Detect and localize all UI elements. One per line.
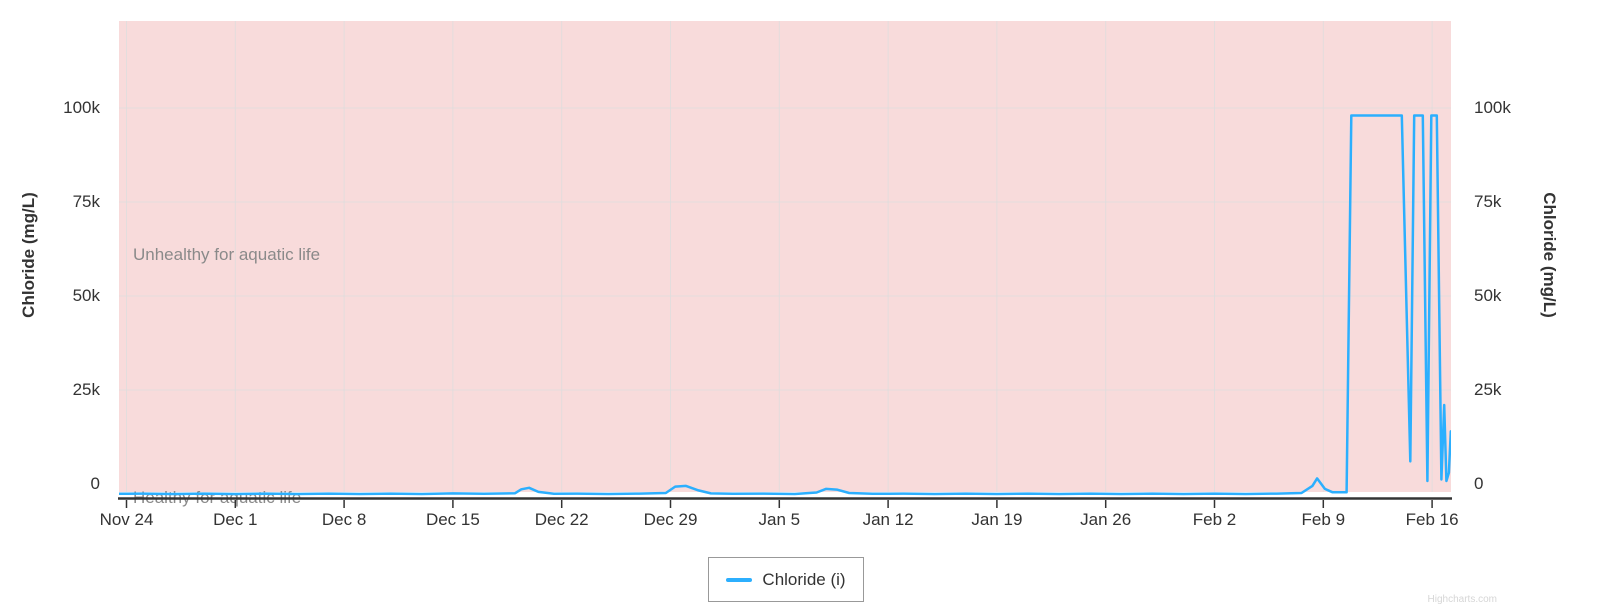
legend-item-chloride[interactable]: Chloride (i): [708, 557, 864, 602]
y-axis-label-left: 100k: [63, 98, 100, 117]
left-axis-title: Chloride (mg/L): [19, 192, 38, 318]
y-axis-label-left: 50k: [72, 286, 100, 305]
x-tick-label: Feb 9: [1301, 510, 1346, 529]
y-axis-label-right: 50k: [1474, 286, 1502, 305]
y-axis-label-right: 100k: [1474, 98, 1511, 117]
x-tick-label: Dec 8: [321, 510, 367, 529]
x-tick-label: Jan 26: [1080, 510, 1132, 529]
x-tick-label: Feb 2: [1192, 510, 1237, 529]
y-axis-label-left: 0: [90, 474, 100, 493]
chloride-line: [119, 114, 1451, 496]
x-tick-label: Jan 5: [758, 510, 801, 529]
legend-label: Chloride (i): [762, 569, 846, 589]
y-axis-label-right: 0: [1474, 474, 1484, 493]
x-tick-label: Dec 22: [534, 510, 589, 529]
x-tick-label: Jan 19: [971, 510, 1023, 529]
x-tick-label: Feb 16: [1405, 510, 1459, 529]
unhealthy-band-label: Unhealthy for aquatic life: [133, 245, 321, 264]
x-tick-label: Dec 29: [643, 510, 698, 529]
x-tick-label: Dec 15: [425, 510, 480, 529]
x-tick-label: Dec 1: [213, 510, 258, 529]
y-axis-label-right: 75k: [1474, 192, 1502, 211]
legend-line-marker: [726, 577, 753, 582]
right-axis-title: Chloride (mg/L): [1540, 192, 1559, 318]
x-tick-label: Nov 24: [99, 510, 154, 529]
y-axis-label-right: 25k: [1474, 380, 1502, 399]
x-tick-label: Jan 12: [862, 510, 914, 529]
highcharts-credit: Highcharts.com: [1427, 594, 1497, 605]
healthy-band-label: Healthy for aquatic life: [133, 488, 302, 507]
y-axis-label-left: 25k: [72, 380, 100, 399]
y-axis-label-left: 75k: [72, 192, 100, 211]
